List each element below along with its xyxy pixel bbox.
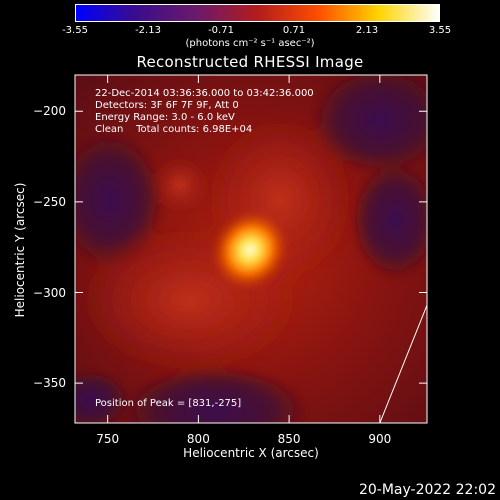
colorbar-tick-label: -0.71 (208, 25, 234, 36)
colorbar (75, 4, 440, 22)
colorbar-tick-label: 0.71 (282, 25, 306, 36)
colorbar-tick-label: -3.55 (62, 25, 88, 36)
peak-source (210, 209, 290, 291)
solar-limb-line (379, 305, 427, 423)
y-tick-label: −250 (33, 194, 66, 209)
x-tick-label: 900 (368, 432, 392, 446)
colorbar-tick-label: 2.13 (355, 25, 379, 36)
colorbar-gradient (75, 4, 440, 22)
y-tick-label: −200 (33, 104, 66, 119)
bright-region (150, 155, 210, 215)
chart-title: Reconstructed RHESSI Image (136, 53, 364, 71)
peak-position-label: Position of Peak = [831,-275] (95, 398, 242, 409)
info-detectors: Detectors: 3F 6F 7F 9F, Att 0 (95, 100, 239, 111)
x-axis-label: Heliocentric X (arcsec) (183, 446, 319, 460)
heatmap-image (75, 75, 427, 423)
colorbar-tick-label: -2.13 (135, 25, 161, 36)
y-tick-label: −350 (33, 376, 66, 391)
axis-ticks (75, 75, 427, 423)
info-total-counts: Clean Total counts: 6.98E+04 (95, 124, 253, 135)
info-time-range: 22-Dec-2014 03:36:36.000 to 03:42:36.000 (95, 88, 314, 99)
x-tick-label: 750 (96, 432, 120, 446)
y-tick-label: −300 (33, 285, 66, 300)
colorbar-units-label: (photons cm⁻² s⁻¹ asec⁻²) (185, 38, 315, 49)
dim-region (350, 160, 427, 280)
info-energy-range: Energy Range: 3.0 - 6.0 keV (95, 112, 235, 123)
x-tick-label: 850 (277, 432, 301, 446)
plot-frame (74, 74, 428, 424)
dim-region (75, 370, 130, 423)
y-axis-label: Heliocentric Y (arcsec) (13, 182, 27, 318)
dim-region (120, 365, 310, 423)
colorbar-tick-label: 3.55 (428, 25, 452, 36)
x-tick-label: 800 (186, 432, 210, 446)
footer-timestamp: 20-May-2022 22:02 (358, 482, 496, 498)
